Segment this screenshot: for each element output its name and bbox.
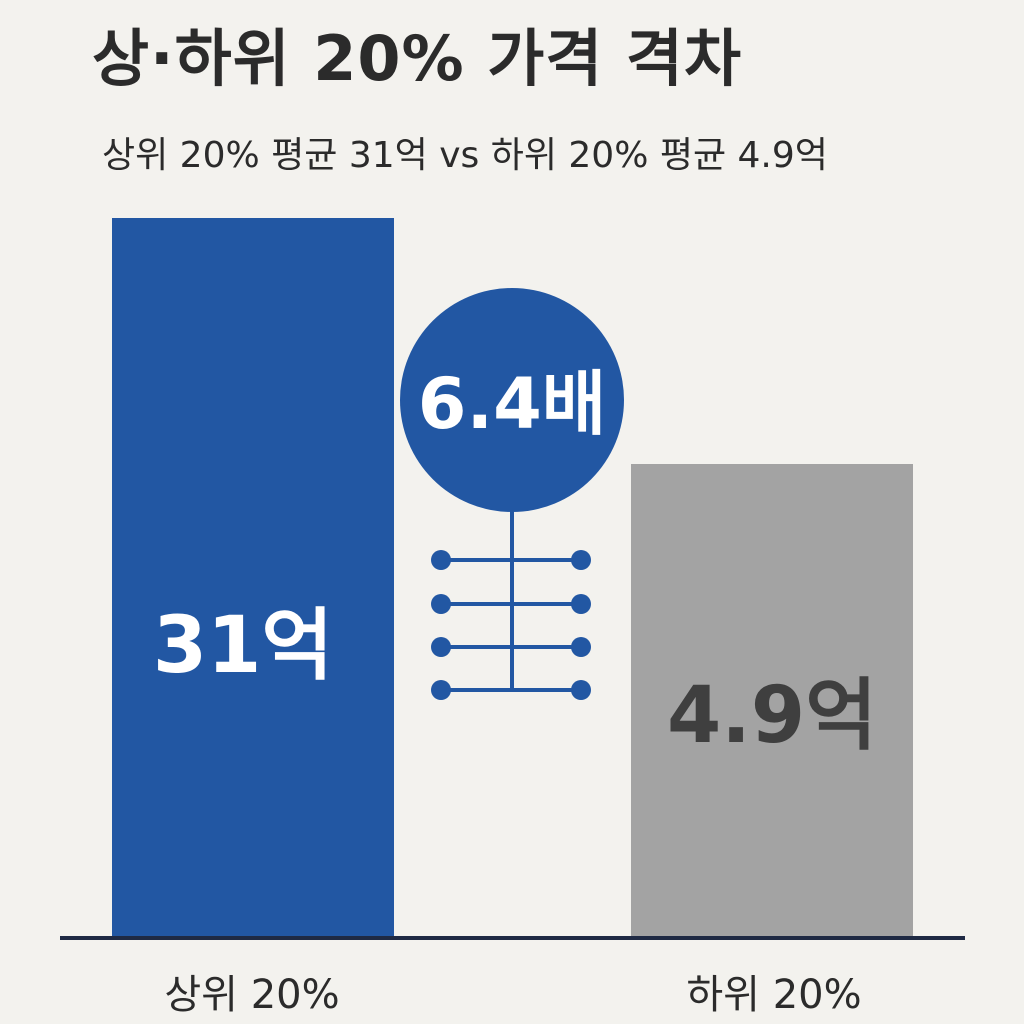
bar-top20 — [112, 218, 394, 936]
ratio-label: 6.4배 — [418, 363, 606, 445]
ratio-connector — [431, 505, 591, 700]
category-label-bottom20: 하위 20% — [686, 972, 862, 1018]
chart-subtitle: 상위 20% 평균 31억 vs 하위 20% 평균 4.9억 — [102, 135, 828, 176]
ratio-circle — [400, 288, 624, 512]
connector-dot — [571, 550, 591, 570]
connector-dot — [431, 550, 451, 570]
chart-title: 상·하위 20% 가격 격차 — [92, 22, 742, 95]
connector-dot — [571, 637, 591, 657]
value-label-top20: 31억 — [153, 601, 333, 691]
connector-dot — [431, 637, 451, 657]
connector-dot — [571, 594, 591, 614]
connector-dot — [571, 680, 591, 700]
connector-dot — [431, 594, 451, 614]
bar-bottom20 — [631, 464, 913, 936]
connector-dot — [431, 680, 451, 700]
value-label-bottom20: 4.9억 — [667, 671, 877, 761]
category-label-top20: 상위 20% — [164, 972, 340, 1018]
ratio-badge: 6.4배 — [400, 288, 624, 512]
